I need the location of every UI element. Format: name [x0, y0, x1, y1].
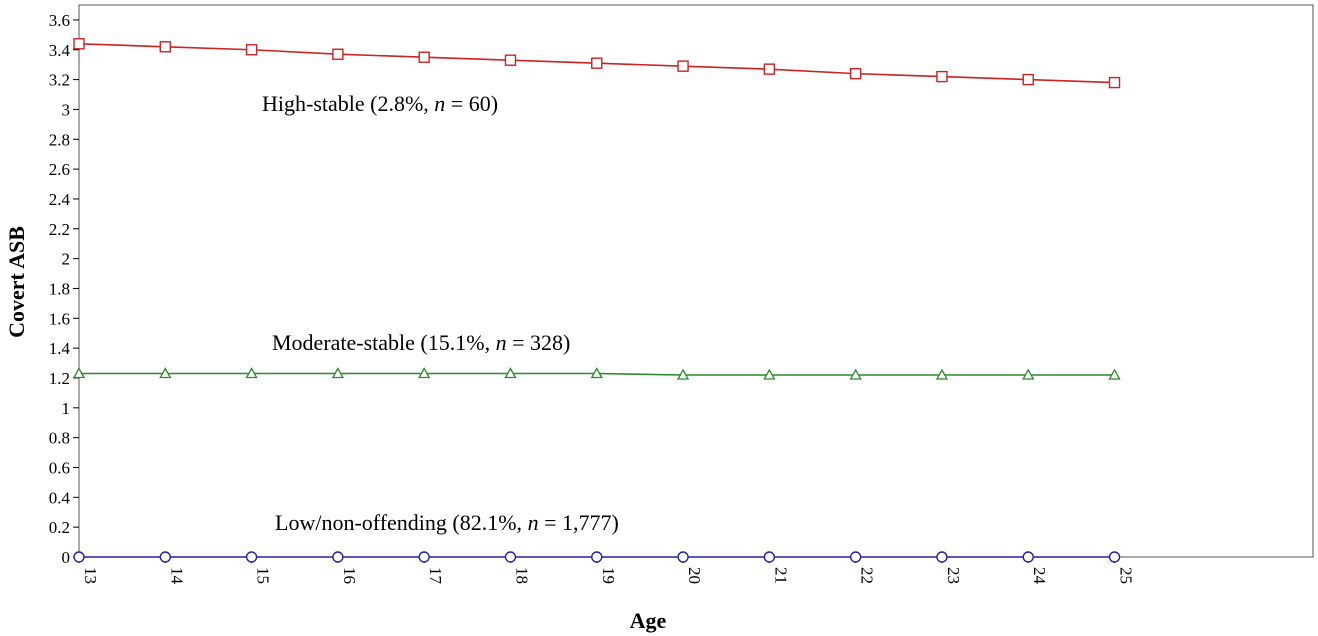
x-tick-label: 24 [1030, 567, 1049, 585]
data-point-triangle [504, 367, 517, 379]
series-label-square: High-stable (2.8%, n = 60) [262, 91, 498, 116]
data-point-triangle [1108, 368, 1121, 380]
y-tick-label: 0 [62, 548, 71, 567]
y-tick-label: 1.2 [49, 369, 70, 388]
y-tick-label: 1.6 [49, 309, 70, 328]
x-tick-label: 17 [426, 567, 445, 585]
data-point-triangle [763, 368, 776, 380]
data-point-square [677, 60, 689, 72]
data-point-triangle [72, 367, 86, 379]
y-tick-label: 2.2 [49, 220, 70, 239]
data-point-square [332, 48, 344, 60]
data-point-triangle [935, 368, 949, 380]
data-point-triangle [245, 367, 258, 379]
series-triangle [72, 367, 1121, 380]
data-point-square [936, 70, 948, 83]
y-tick-label: 3 [62, 100, 71, 119]
x-tick-label: 14 [167, 567, 186, 585]
data-point-square [1022, 73, 1034, 86]
y-tick-label: 0.8 [49, 429, 70, 448]
data-point-square [73, 38, 85, 50]
data-point-triangle [676, 368, 690, 380]
series-square [73, 38, 1121, 89]
data-point-circle [1022, 551, 1034, 563]
x-tick-label: 19 [599, 567, 618, 584]
x-tick-label: 23 [944, 567, 963, 584]
data-point-square [849, 67, 862, 80]
series-label-triangle: Moderate-stable (15.1%, n = 328) [272, 330, 570, 355]
x-tick-label: 15 [254, 567, 273, 584]
y-tick-label: 0.6 [49, 458, 70, 477]
data-point-circle [677, 551, 689, 563]
y-tick-label: 1.4 [49, 339, 71, 358]
x-tick-label: 22 [858, 567, 877, 584]
data-point-circle [332, 551, 344, 563]
y-axis-title: Covert ASB [4, 226, 29, 338]
data-point-triangle [418, 367, 431, 379]
data-point-square [763, 63, 776, 75]
x-tick-label: 16 [340, 567, 359, 584]
data-point-triangle [159, 367, 172, 379]
y-tick-label: 3.2 [49, 71, 70, 90]
y-tick-label: 3.6 [49, 11, 70, 30]
y-tick-label: 2 [62, 250, 71, 269]
data-point-triangle [590, 367, 603, 379]
data-point-circle [245, 551, 258, 563]
y-tick-label: 1 [62, 399, 71, 418]
data-point-circle [418, 551, 430, 563]
data-point-square [159, 41, 171, 53]
data-point-circle [1108, 551, 1121, 563]
data-point-circle [591, 551, 603, 563]
data-point-circle [73, 551, 85, 563]
x-tick-label: 13 [81, 567, 100, 584]
y-tick-label: 0.2 [49, 518, 70, 537]
y-tick-label: 1.8 [49, 279, 70, 298]
series-circle [73, 551, 1121, 563]
data-point-square [418, 51, 430, 63]
y-tick-label: 2.6 [49, 160, 70, 179]
series-label-circle: Low/non-offending (82.1%, n = 1,777) [275, 510, 619, 535]
y-tick-label: 3.4 [49, 41, 71, 60]
x-tick-label: 20 [685, 567, 704, 584]
x-tick-label: 18 [512, 567, 531, 584]
data-point-circle [504, 551, 517, 563]
x-axis-title: Age [630, 608, 667, 633]
y-tick-label: 2.8 [49, 130, 70, 149]
y-tick-label: 2.4 [49, 190, 71, 209]
data-point-square [591, 57, 603, 69]
y-tick-label: 0.4 [49, 488, 71, 507]
x-tick-label: 25 [1117, 567, 1136, 584]
data-point-triangle [1022, 368, 1035, 380]
data-point-circle [763, 551, 776, 563]
data-point-circle [159, 551, 171, 563]
data-point-square [245, 44, 258, 56]
data-point-circle [849, 551, 862, 563]
data-point-square [1108, 76, 1121, 89]
plot-area [78, 4, 1314, 558]
data-point-circle [936, 551, 948, 563]
data-point-square [504, 54, 517, 66]
data-point-triangle [331, 367, 344, 379]
data-point-triangle [849, 368, 862, 380]
x-tick-label: 21 [771, 567, 790, 584]
